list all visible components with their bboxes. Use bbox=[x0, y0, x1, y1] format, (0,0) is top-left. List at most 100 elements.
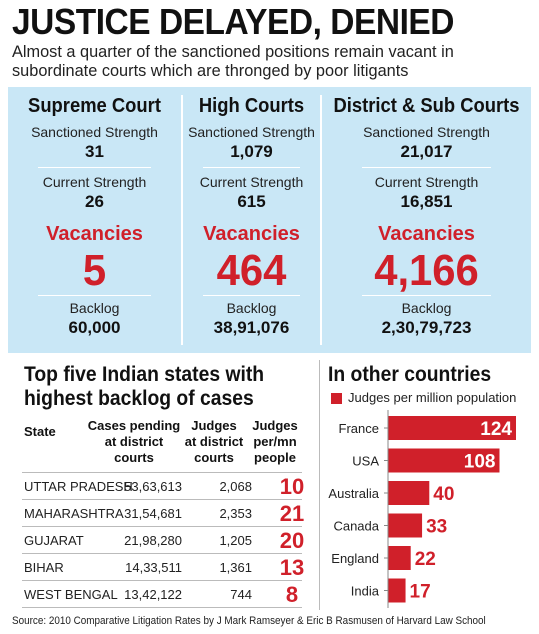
states-title-line2: highest backlog of cases bbox=[24, 387, 254, 410]
court-column-high: High Courts Sanctioned Strength 1,079 Cu… bbox=[183, 87, 320, 353]
judges-count: 1,205 bbox=[219, 533, 252, 548]
data-label: 17 bbox=[410, 582, 431, 603]
current-value: 26 bbox=[85, 192, 104, 211]
row-separator bbox=[22, 580, 302, 581]
col-header-per-mn: Judges per/mn people bbox=[252, 418, 298, 465]
table-row: GUJARAT 21,98,280 1,205 20 bbox=[22, 528, 312, 553]
judges-per-mn: 8 bbox=[285, 582, 299, 607]
backlog-value: 60,000 bbox=[68, 318, 121, 337]
col-header-state: State bbox=[24, 424, 56, 439]
vacancies-value: 5 bbox=[82, 246, 107, 295]
current-label: Current Strength bbox=[374, 174, 479, 190]
states-table-title: Top five Indian states with highest back… bbox=[24, 363, 264, 411]
legend-label: Judges per million population bbox=[348, 390, 517, 405]
other-countries-title: In other countries bbox=[328, 363, 492, 386]
court-title: High Courts bbox=[198, 95, 305, 117]
court-column-district: District & Sub Courts Sanctioned Strengt… bbox=[322, 87, 531, 353]
category-label: Australia bbox=[328, 486, 379, 501]
judges-per-mn: 20 bbox=[279, 528, 305, 553]
separator bbox=[38, 167, 151, 168]
data-label: 40 bbox=[433, 484, 454, 505]
col-header-judges: Judges at district courts bbox=[184, 418, 244, 465]
source-note: Source: 2010 Comparative Litigation Rate… bbox=[12, 615, 486, 627]
backlog-value: 38,91,076 bbox=[213, 318, 290, 337]
vacancies-label: Vacancies bbox=[46, 223, 143, 245]
subheadline: Almost a quarter of the sanctioned posit… bbox=[12, 42, 454, 80]
category-label: France bbox=[339, 421, 379, 436]
vacancies-value: 464 bbox=[216, 246, 287, 295]
bar bbox=[388, 578, 406, 603]
judges-per-mn: 10 bbox=[279, 474, 305, 499]
vacancies-value: 4,166 bbox=[374, 246, 479, 295]
legend-swatch bbox=[331, 393, 342, 404]
separator bbox=[362, 167, 491, 168]
data-label: 108 bbox=[464, 452, 496, 473]
section-divider bbox=[319, 360, 320, 610]
backlog-label: Backlog bbox=[401, 300, 452, 316]
court-vacancy-panel: Supreme Court Sanctioned Strength 31 Cur… bbox=[8, 87, 531, 353]
row-separator bbox=[22, 526, 302, 527]
cases-pending: 31,54,681 bbox=[124, 506, 182, 521]
category-label: England bbox=[331, 551, 379, 566]
column-divider bbox=[320, 95, 322, 345]
table-row: UTTAR PRADESH 53,63,613 2,068 10 bbox=[22, 474, 312, 499]
table-row: BIHAR 14,33,511 1,361 13 bbox=[22, 555, 312, 580]
backlog-label: Backlog bbox=[226, 300, 277, 316]
bar bbox=[388, 513, 423, 538]
backlog-label: Backlog bbox=[69, 300, 120, 316]
column-divider bbox=[181, 95, 183, 345]
separator bbox=[362, 295, 491, 296]
judges-count: 1,361 bbox=[219, 560, 252, 575]
bar bbox=[388, 448, 500, 473]
cases-pending: 53,63,613 bbox=[124, 479, 182, 494]
table-row: WEST BENGAL 13,42,122 744 8 bbox=[22, 582, 312, 607]
backlog-value: 2,30,79,723 bbox=[381, 318, 472, 337]
sanctioned-label: Sanctioned Strength bbox=[31, 124, 158, 140]
state-name: BIHAR bbox=[24, 560, 64, 575]
row-separator bbox=[22, 499, 302, 500]
row-separator bbox=[22, 472, 302, 473]
sanctioned-label: Sanctioned Strength bbox=[188, 124, 315, 140]
current-label: Current Strength bbox=[199, 174, 304, 190]
court-title: Supreme Court bbox=[28, 95, 161, 117]
judges-count: 744 bbox=[230, 587, 252, 602]
bar bbox=[388, 416, 516, 440]
court-title: District & Sub Courts bbox=[333, 95, 520, 117]
category-label: Canada bbox=[333, 519, 379, 534]
data-label: 22 bbox=[415, 549, 436, 570]
cases-pending: 14,33,511 bbox=[125, 560, 182, 575]
sanctioned-label: Sanctioned Strength bbox=[363, 124, 490, 140]
separator bbox=[38, 295, 151, 296]
row-separator bbox=[22, 553, 302, 554]
separator bbox=[203, 295, 300, 296]
judges-count: 2,353 bbox=[219, 506, 252, 521]
state-name: MAHARASHTRA bbox=[24, 506, 124, 521]
judges-per-mn: 21 bbox=[279, 501, 305, 526]
sanctioned-value: 21,017 bbox=[400, 142, 453, 161]
row-separator bbox=[22, 607, 302, 608]
bar bbox=[388, 546, 411, 570]
data-label: 124 bbox=[480, 419, 512, 440]
court-column-supreme: Supreme Court Sanctioned Strength 31 Cur… bbox=[8, 87, 181, 353]
judges-count: 2,068 bbox=[219, 479, 252, 494]
vacancies-label: Vacancies bbox=[203, 223, 300, 245]
cases-pending: 21,98,280 bbox=[124, 533, 182, 548]
table-row: MAHARASHTRA 31,54,681 2,353 21 bbox=[22, 501, 312, 526]
sanctioned-value: 31 bbox=[85, 142, 104, 161]
category-label: India bbox=[351, 584, 380, 599]
cases-pending: 13,42,122 bbox=[124, 587, 182, 602]
judges-per-million-chart: France 124 USA 108 Australia 40 Canada 33 Englan… bbox=[328, 410, 516, 608]
bar bbox=[388, 481, 430, 505]
separator bbox=[203, 167, 300, 168]
vacancies-label: Vacancies bbox=[378, 223, 475, 245]
state-name: GUJARAT bbox=[24, 533, 84, 548]
judges-per-mn: 13 bbox=[279, 555, 305, 580]
state-name: WEST BENGAL bbox=[24, 587, 118, 602]
current-label: Current Strength bbox=[42, 174, 147, 190]
data-label: 33 bbox=[426, 517, 447, 538]
category-label: USA bbox=[352, 454, 379, 469]
col-header-pending: Cases pending at district courts bbox=[87, 418, 181, 465]
sanctioned-value: 1,079 bbox=[230, 142, 273, 161]
state-name: UTTAR PRADESH bbox=[24, 479, 133, 494]
current-value: 615 bbox=[237, 192, 266, 211]
